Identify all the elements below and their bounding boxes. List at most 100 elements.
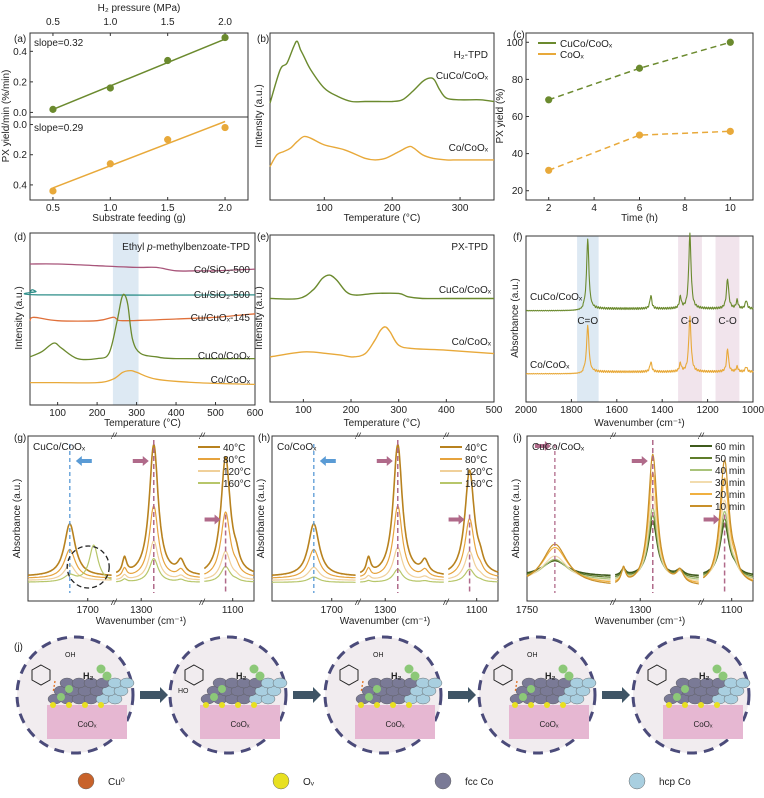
y-tick-label: 0.2 — [13, 77, 27, 88]
panel-i-shift-arrow-1 — [534, 441, 551, 451]
panel-g-curve — [116, 557, 200, 583]
panel-i-curve — [526, 555, 611, 582]
panel-h-sample-label: Co/CoOₓ — [277, 442, 317, 453]
panel-f-x-axis-title: Wavenumber (cm⁻¹) — [594, 418, 684, 429]
panel-g-curve — [204, 550, 255, 580]
axis-break-mark: // — [110, 431, 118, 441]
legend-label: 30 min — [715, 478, 745, 489]
y-tick-label: 40 — [512, 149, 524, 160]
x-tick-label: 1800 — [560, 405, 583, 416]
oxygen-vacancy — [82, 702, 88, 708]
mechanism-step-5: CoOₓ H₂ — [631, 635, 751, 755]
panel-i-curve — [614, 453, 699, 585]
panel-a-slope-upper: slope=0.32 — [34, 38, 84, 49]
x-tick-label: 1100 — [466, 605, 488, 616]
x-tick-label: 0.5 — [46, 203, 60, 214]
axis-break-mark: // — [609, 431, 617, 441]
panel-label-b: (b) — [257, 34, 269, 45]
panel-i-curve — [702, 459, 754, 582]
mechanism-step-3: CoOₓ H₂ OH — [323, 635, 443, 755]
panel-b-series-label-1: CuCo/CoOₓ — [436, 71, 489, 82]
h2-molecule — [712, 664, 722, 674]
panel-label-c: (c) — [513, 30, 525, 41]
hcp-co-atom — [260, 693, 276, 705]
axis-break-mark: // — [698, 431, 706, 441]
legend-label: 160°C — [223, 479, 251, 490]
oxygen-vacancy — [544, 702, 550, 708]
y-tick-label: 20 — [512, 186, 524, 197]
oh-label: OH — [65, 652, 76, 659]
panel-a-lower-point — [164, 136, 172, 144]
x-tick-label: 200 — [384, 203, 401, 214]
benzene-ring — [339, 664, 359, 686]
panel-g-y-axis-title: Absorbance (a.u.) — [12, 479, 23, 559]
panel-d-series-4 — [29, 293, 256, 361]
top-x-tick-label: 1.5 — [161, 17, 175, 28]
panel-c-point — [726, 127, 734, 135]
panel-label-i: (i) — [513, 433, 522, 444]
x-tick-label: 1300 — [629, 605, 652, 616]
panel-e-x-axis-title: Temperature (°C) — [344, 418, 421, 429]
legend-label: 40 min — [715, 466, 745, 477]
panel-f-band-label-1: C=O — [577, 316, 598, 327]
hcp-co-atom — [266, 685, 282, 697]
panel-c-point — [635, 64, 644, 72]
panel-h-x-axis-title: Wavenumber (cm⁻¹) — [340, 616, 430, 627]
panel-label-a: (a) — [14, 34, 26, 45]
x-tick-label: 100 — [49, 408, 66, 419]
panel-c-point — [726, 38, 734, 46]
panel-f-frame — [525, 235, 754, 403]
h2-label: H₂ — [83, 671, 94, 681]
panel-a-upper-fit — [52, 38, 226, 111]
hcp-co-atom — [735, 677, 751, 689]
panel-h-curve — [359, 443, 444, 575]
panel-b-series-label-2: Co/CoOₓ — [449, 143, 489, 154]
x-tick-label: 300 — [390, 405, 407, 416]
panel-b-y-axis-title: Intensity (a.u.) — [254, 84, 265, 147]
oxygen-vacancy — [666, 702, 672, 708]
panel-h-curve — [359, 505, 444, 578]
x-tick-label: 1750 — [516, 605, 539, 616]
y-tick-label: 0.0 — [13, 108, 27, 119]
axis-break-gap — [200, 437, 205, 600]
coox-support — [509, 705, 589, 739]
y-tick-label: 0.0 — [13, 120, 27, 131]
legend-label: 80°C — [465, 455, 487, 466]
panel-a-lower-fit — [52, 120, 226, 189]
coox-support — [200, 705, 280, 739]
h2-label: H₂ — [391, 671, 402, 681]
oxygen-vacancy — [235, 702, 241, 708]
panel-f-y-axis-title: Absorbance (a.u.) — [510, 278, 521, 358]
x-tick-label: 200 — [89, 408, 106, 419]
hcp-co-atom — [575, 685, 591, 697]
x-tick-label: 2000 — [515, 405, 538, 416]
h-atom — [673, 693, 681, 701]
x-tick-label: 1700 — [77, 605, 100, 616]
h-atom — [373, 685, 381, 693]
panel-h-curve — [360, 546, 444, 581]
h2-molecule — [410, 671, 420, 681]
oxygen-vacancy — [358, 702, 364, 708]
h2-molecule — [718, 671, 728, 681]
legend-label: 120°C — [465, 467, 493, 478]
ov-legend-label: Oᵥ — [303, 777, 315, 788]
panel-g-highlight-circle — [66, 545, 110, 589]
panel-label-e: (e) — [257, 232, 269, 243]
legend-label: 50 min — [715, 454, 745, 465]
panel-label-g: (g) — [14, 433, 26, 444]
panel-g-shift-arrow-2 — [132, 456, 149, 466]
panel-f-band-label-3: C-O — [718, 316, 737, 327]
x-tick-label: 1100 — [721, 605, 743, 616]
cu-legend-label: Cu⁰ — [108, 777, 125, 788]
panel-label-j: (j) — [14, 642, 23, 653]
x-tick-label: 300 — [452, 203, 469, 214]
axis-break-gap — [699, 437, 704, 600]
x-tick-label: 200 — [343, 405, 360, 416]
panel-f-series-label-1: CuCo/CoOₓ — [530, 292, 583, 303]
step-arrow — [602, 687, 630, 703]
oxygen-vacancy — [512, 702, 518, 708]
axis-break-mark: // — [110, 597, 118, 607]
x-tick-label: 8 — [682, 203, 688, 214]
h2-label: H₂ — [236, 671, 247, 681]
